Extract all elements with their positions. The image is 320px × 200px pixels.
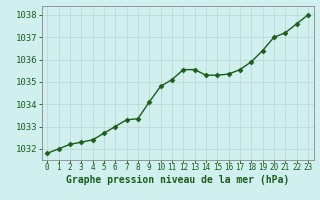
X-axis label: Graphe pression niveau de la mer (hPa): Graphe pression niveau de la mer (hPa) [66, 175, 289, 185]
